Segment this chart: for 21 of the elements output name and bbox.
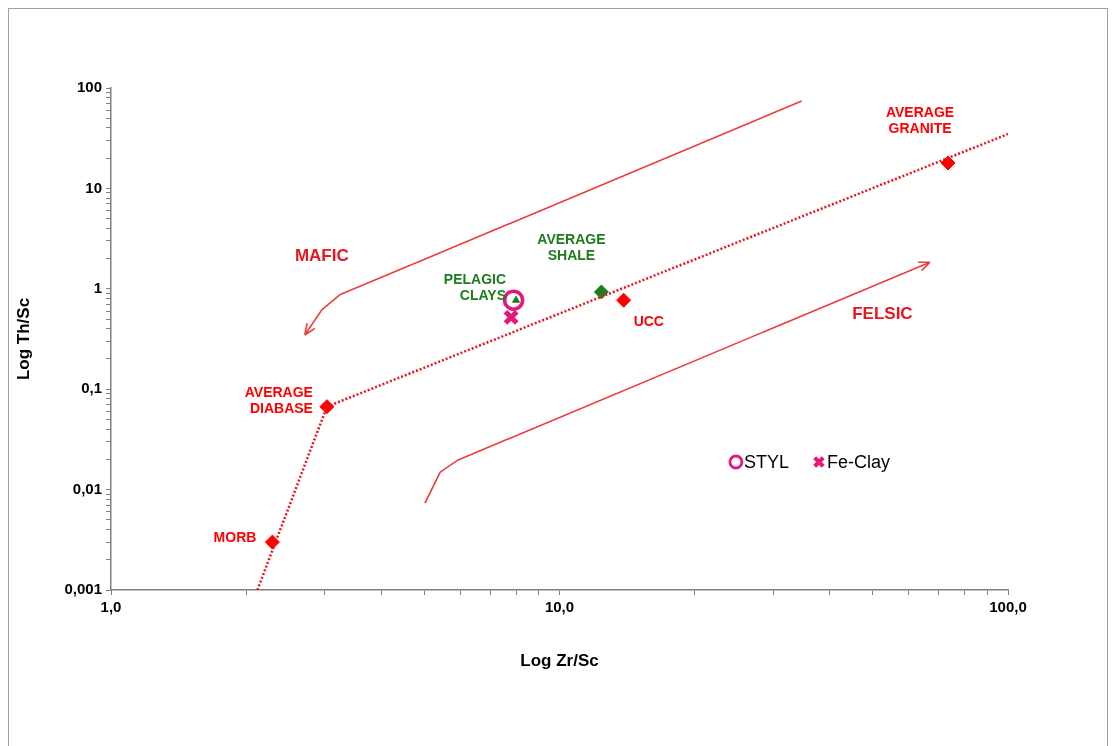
y-tick-label: 0,001 xyxy=(64,580,102,598)
annotation: AVERAGE DIABASE xyxy=(244,383,313,416)
annotation: FELSIC xyxy=(852,303,913,323)
annotation: PELAGIC CLAYS xyxy=(443,271,507,304)
x-tick-label: 100,0 xyxy=(989,598,1027,616)
y-axis-title: Log Th/Sc xyxy=(13,297,33,381)
y-tick-label: 0,1 xyxy=(81,379,102,397)
y-tick-label: 10 xyxy=(85,178,102,196)
annotation: AVERAGE GRANITE xyxy=(885,103,955,136)
x-tick-label: 10,0 xyxy=(544,598,575,616)
x-axis-title: Log Zr/Sc xyxy=(520,651,599,671)
y-tick-label: 100 xyxy=(76,78,102,96)
y-tick-label: 1 xyxy=(93,278,102,296)
x-tick-label: 1,0 xyxy=(100,598,122,616)
y-tick-label: 0,01 xyxy=(72,479,102,497)
annotation: MAFIC xyxy=(294,245,349,265)
annotation: UCC xyxy=(633,313,664,330)
legend-label: STYL xyxy=(743,451,789,472)
annotation: AVERAGE SHALE xyxy=(537,230,606,263)
annotation: MORB xyxy=(213,528,257,545)
legend-label: Fe-Clay xyxy=(826,451,890,472)
